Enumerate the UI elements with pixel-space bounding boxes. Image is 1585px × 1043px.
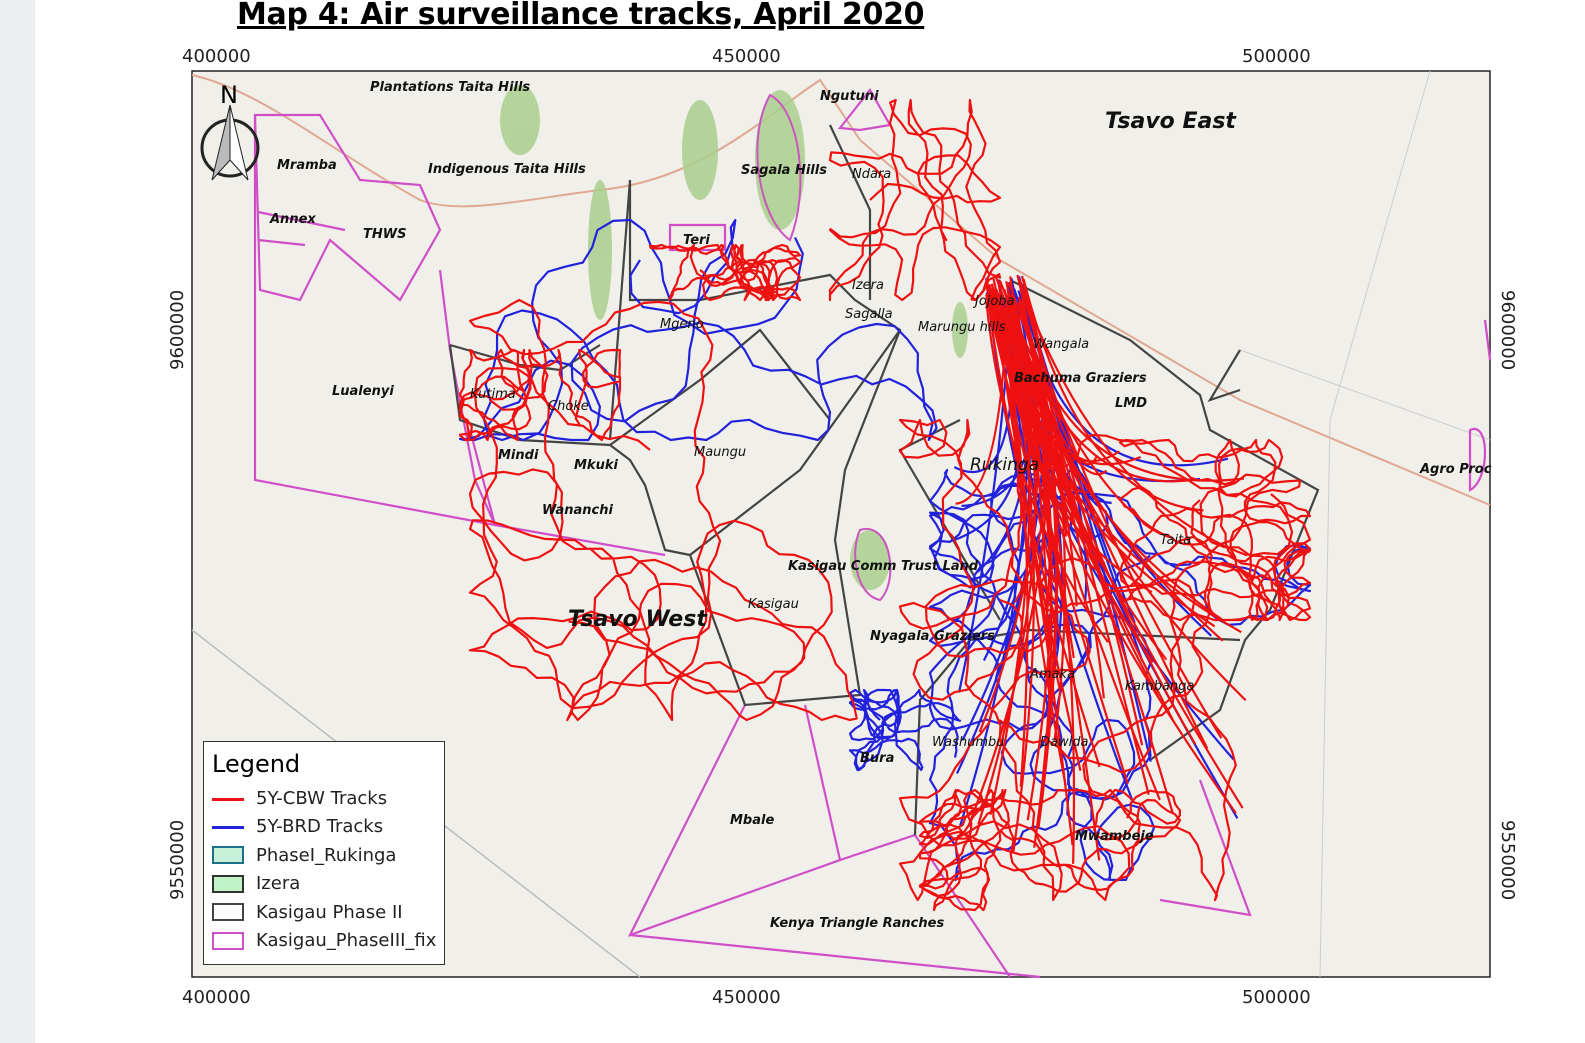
legend-item: PhaseI_Rukinga <box>204 841 444 870</box>
label-mgeno: Mgeno <box>660 317 704 332</box>
x-tick-bottom-450000: 450000 <box>712 987 781 1008</box>
label-teri: Teri <box>683 233 710 248</box>
label-kutima: Kutima <box>470 387 516 402</box>
cbw-track <box>898 418 1302 902</box>
cbw-track <box>468 298 858 722</box>
cbw-track <box>1022 283 1059 829</box>
label-annex: Annex <box>269 212 316 227</box>
polygon-swatch-icon <box>212 903 244 922</box>
x-tick-top-500000: 500000 <box>1242 46 1311 67</box>
cbw-track <box>1003 311 1224 642</box>
label-wangala: Wangala <box>1033 337 1089 352</box>
cbw-track <box>1011 308 1197 483</box>
north-arrow-icon: N <box>200 81 260 181</box>
label-marungu: Marungu hills <box>918 320 1006 335</box>
legend-item: Kasigau_PhaseIII_fix <box>204 927 444 956</box>
label-kambanga: Kambanga <box>1125 679 1194 694</box>
label-bura: Bura <box>860 751 894 766</box>
label-choke: Choke <box>548 399 589 414</box>
x-tick-top-400000: 400000 <box>182 46 251 67</box>
brd-track <box>458 218 938 442</box>
label-mindi: Mindi <box>498 448 539 463</box>
cbw-track <box>977 306 1037 825</box>
label-ndara: Ndara <box>852 167 891 182</box>
legend-item: 5Y-CBW Tracks <box>204 784 444 813</box>
label-kenya-triangle: Kenya Triangle Ranches <box>770 916 944 931</box>
cbw-track <box>955 298 1009 505</box>
place-labels: Plantations Taita Hills Indigenous Taita… <box>269 80 1492 931</box>
polygon-swatch-icon <box>212 874 244 893</box>
label-amaka: Amaka <box>1029 667 1075 682</box>
legend-item-label: Kasigau Phase II <box>256 901 403 923</box>
label-mbale: Mbale <box>730 813 774 828</box>
label-dawida: Dawida <box>1040 735 1088 750</box>
line-swatch-icon <box>212 790 244 801</box>
label-tsavo-west: Tsavo West <box>568 607 708 632</box>
cbw-track <box>828 98 1002 302</box>
legend-item-label: 5Y-BRD Tracks <box>256 816 384 838</box>
cbw-track <box>458 348 622 442</box>
label-ngutuni: Ngutuni <box>820 89 879 104</box>
x-tick-bottom-400000: 400000 <box>182 987 251 1008</box>
legend-item-label: PhaseI_Rukinga <box>256 844 397 866</box>
label-thws: THWS <box>363 227 406 242</box>
brd-track <box>848 688 962 772</box>
x-tick-bottom-500000: 500000 <box>1242 987 1311 1008</box>
map-title: Map 4: Air surveillance tracks, April 20… <box>237 0 925 32</box>
legend-title: Legend <box>212 750 301 778</box>
label-izera: Izera <box>852 278 884 293</box>
label-plantations: Plantations Taita Hills <box>370 80 530 95</box>
legend-item: 5Y-BRD Tracks <box>204 813 444 842</box>
label-agro: Agro Proc <box>1419 462 1492 477</box>
label-wananchi: Wananchi <box>542 503 613 518</box>
label-nyagala: Nyagala Graziers <box>870 629 995 644</box>
legend-item-label: 5Y-CBW Tracks <box>256 787 388 809</box>
basemap <box>191 70 1491 978</box>
cbw-track <box>918 788 1182 912</box>
y-tick-left-9600000: 9600000 <box>167 290 188 370</box>
label-mkuki: Mkuki <box>574 458 618 473</box>
cbw-track <box>1004 307 1062 693</box>
kasigau-phase3-boundaries <box>253 88 1492 979</box>
label-kasigau-trust: Kasigau Comm Trust Land <box>788 559 979 574</box>
axis-ticks: 400000 450000 500000 400000 450000 50000… <box>167 46 1518 1008</box>
label-bachuma: Bachuma Graziers <box>1014 371 1147 386</box>
label-rukinga: Rukinga <box>970 455 1039 475</box>
legend-item-label: Kasigau_PhaseIII_fix <box>256 930 437 952</box>
label-lualenyi: Lualenyi <box>332 384 394 399</box>
label-tsavo-east: Tsavo East <box>1105 109 1237 134</box>
label-mramba: Mramba <box>277 158 337 173</box>
y-tick-right-9600000: 9600000 <box>1497 290 1518 370</box>
label-sagalla: Sagalla <box>845 307 893 322</box>
cbw-track <box>1022 278 1204 512</box>
line-swatch-icon <box>212 818 244 830</box>
legend-item: Kasigau Phase II <box>204 898 444 927</box>
x-tick-top-450000: 450000 <box>712 46 781 67</box>
polygon-swatch-icon <box>212 846 244 865</box>
y-tick-left-9550000: 9550000 <box>167 820 188 900</box>
label-sagala-hills: Sagala Hills <box>741 163 827 178</box>
cbw-track <box>991 298 1129 785</box>
flight-tracks <box>458 98 1312 912</box>
cbw-track <box>1118 438 1312 622</box>
label-maungu: Maungu <box>694 445 746 460</box>
y-tick-right-9550000: 9550000 <box>1497 820 1518 900</box>
left-margin <box>0 0 35 1043</box>
north-label: N <box>220 81 238 109</box>
label-lmd: LMD <box>1115 396 1147 411</box>
label-kasigau: Kasigau <box>748 597 799 612</box>
cbw-track <box>1020 275 1067 741</box>
label-mwambeje: Mwambeje <box>1075 829 1154 844</box>
label-jojoba: Jojoba <box>972 294 1015 309</box>
cbw-track <box>648 243 802 302</box>
cbw-track <box>999 306 1174 721</box>
label-indigenous: Indigenous Taita Hills <box>428 162 586 177</box>
label-washumbu: Washumbu <box>932 735 1005 750</box>
label-taita: Taita <box>1160 533 1191 548</box>
polygon-swatch-icon <box>212 931 244 950</box>
map-legend: Legend 5Y-CBW Tracks 5Y-BRD Tracks PhaseI_… <box>203 741 445 965</box>
legend-item: Izera <box>204 870 444 899</box>
legend-item-label: Izera <box>256 873 301 895</box>
